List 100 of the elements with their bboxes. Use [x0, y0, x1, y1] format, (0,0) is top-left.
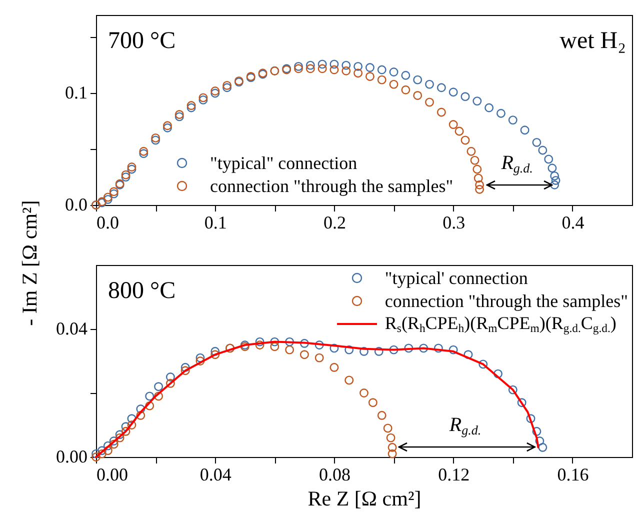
point	[166, 378, 175, 388]
point	[517, 398, 526, 408]
point	[460, 136, 470, 145]
point	[368, 398, 378, 408]
point	[472, 164, 482, 174]
point	[344, 345, 354, 354]
point	[344, 376, 354, 385]
y-axis-title: - Im Z [Ω cm²]	[18, 200, 42, 326]
point	[472, 96, 482, 106]
point	[103, 446, 112, 456]
point	[330, 60, 339, 69]
point	[436, 108, 446, 117]
point	[222, 83, 232, 92]
point	[210, 346, 220, 356]
point	[174, 112, 184, 122]
point	[186, 101, 196, 110]
point	[109, 440, 118, 449]
point	[186, 103, 196, 112]
point	[550, 171, 560, 180]
x-tick-label: 0.04	[200, 464, 232, 484]
point	[342, 66, 351, 76]
point	[475, 180, 484, 190]
point	[103, 441, 112, 450]
point	[314, 340, 324, 350]
point	[508, 116, 518, 125]
point	[377, 75, 386, 84]
point	[121, 172, 130, 182]
point	[478, 360, 488, 369]
y-tick-label: 0.0	[65, 194, 88, 214]
x-tick-label: 0.12	[438, 464, 470, 484]
point	[508, 385, 518, 394]
point	[330, 344, 339, 353]
y-tick-label: 0.1	[65, 82, 88, 103]
point	[92, 452, 100, 462]
line-series	[95, 340, 540, 458]
point	[210, 350, 220, 360]
point	[255, 337, 264, 346]
point	[270, 342, 280, 352]
point	[389, 345, 398, 354]
point	[404, 344, 414, 353]
point	[386, 433, 396, 442]
point	[196, 353, 205, 362]
point	[354, 68, 363, 78]
x-tick-label: 0.2	[323, 212, 346, 232]
point	[520, 126, 530, 135]
point	[374, 346, 384, 356]
point	[535, 436, 544, 446]
annotation: R$_{g.d.}$	[449, 414, 482, 438]
point	[318, 64, 327, 74]
point	[127, 414, 136, 424]
point	[330, 65, 339, 74]
point	[532, 138, 542, 147]
x-tick-label: 0.1	[204, 212, 227, 232]
point	[270, 337, 280, 346]
point	[454, 126, 464, 136]
point	[360, 346, 368, 356]
point	[401, 70, 410, 80]
point	[365, 72, 374, 81]
x-tick-label: 0.08	[318, 464, 350, 484]
annotation: 700 °C	[108, 28, 176, 54]
point	[294, 64, 303, 74]
point	[222, 80, 232, 90]
point	[210, 88, 220, 98]
point	[330, 362, 339, 372]
x-tick-label: 0.4	[562, 212, 584, 232]
point	[419, 344, 428, 353]
point	[180, 362, 190, 372]
text: R$_{s}$(R$_{h}$CPE$_{h}$)(R$_{m}$CPE$_{m}$)(R$_{g.d.}$C$_{g.d.}$)	[384, 313, 616, 335]
annotation: R$_{g.d.}$	[501, 152, 533, 176]
point	[145, 392, 154, 401]
point	[383, 424, 392, 433]
point	[388, 449, 397, 458]
point	[121, 426, 130, 436]
point	[121, 170, 130, 180]
point	[466, 146, 476, 156]
point	[127, 420, 136, 430]
annotation: 800 °C	[108, 278, 176, 304]
point	[389, 68, 398, 76]
point	[285, 337, 294, 346]
point	[413, 91, 422, 100]
legend-label: connection "through the samples"	[384, 290, 628, 312]
point	[474, 174, 483, 183]
point	[121, 422, 130, 432]
point	[434, 344, 443, 353]
point	[294, 62, 303, 71]
point	[448, 345, 458, 354]
point	[285, 345, 294, 354]
point	[448, 120, 458, 129]
point	[166, 372, 175, 382]
point	[360, 388, 368, 398]
legend-label: "typical" connection	[210, 152, 358, 174]
point	[115, 433, 124, 442]
point	[494, 369, 502, 378]
point	[496, 108, 506, 118]
point	[115, 430, 124, 440]
point	[314, 353, 324, 362]
point	[127, 162, 136, 172]
point	[180, 366, 190, 376]
point	[109, 436, 118, 446]
point	[389, 80, 398, 89]
